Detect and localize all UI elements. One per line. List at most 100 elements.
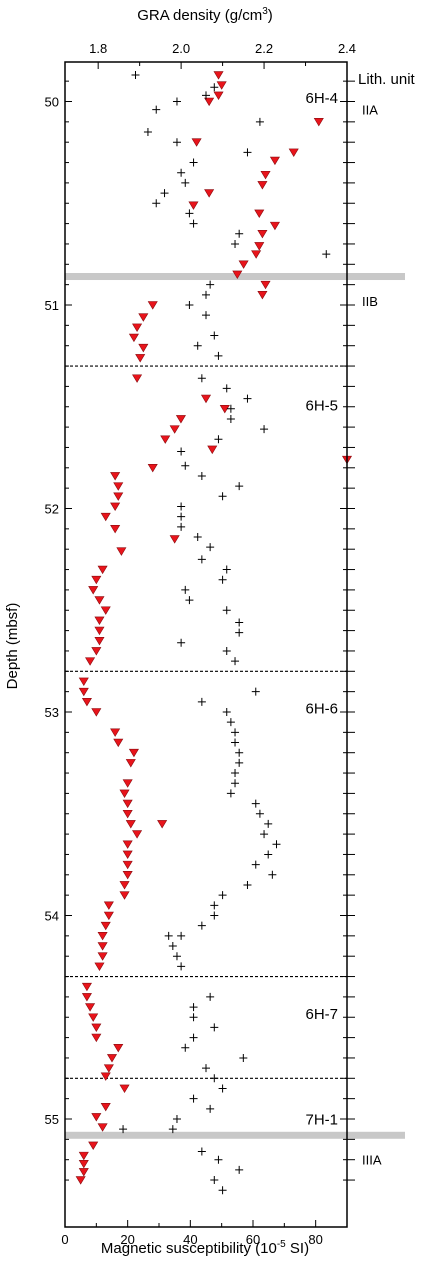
density-point xyxy=(202,1064,210,1073)
density-point xyxy=(226,414,235,423)
susceptibility-point xyxy=(138,343,149,353)
susceptibility-point xyxy=(88,1013,99,1022)
density-point xyxy=(177,962,186,971)
data-points xyxy=(75,71,353,1195)
lith-unit-label: IIB xyxy=(362,294,378,309)
susceptibility-point xyxy=(100,1102,111,1112)
density-point xyxy=(189,1094,198,1103)
density-point xyxy=(226,718,235,727)
lith-unit-header: Lith. unit xyxy=(358,71,416,88)
susceptibility-point xyxy=(110,472,121,481)
density-point xyxy=(202,290,210,299)
susceptibility-point xyxy=(125,759,136,768)
density-point xyxy=(222,384,231,393)
susceptibility-point xyxy=(147,301,158,310)
susceptibility-point xyxy=(116,547,127,556)
density-point xyxy=(172,1115,181,1123)
susceptibility-point xyxy=(119,1084,130,1094)
susceptibility-point xyxy=(97,932,108,941)
susceptibility-point xyxy=(160,435,171,444)
susceptibility-point xyxy=(251,250,262,259)
y-tick-label: 53 xyxy=(45,705,59,720)
density-point xyxy=(172,138,181,147)
density-point xyxy=(185,301,194,309)
density-point xyxy=(202,311,210,320)
susceptibility-point xyxy=(85,1003,96,1012)
susceptibility-point xyxy=(103,911,114,921)
density-point xyxy=(210,1074,219,1083)
susceptibility-point xyxy=(94,616,105,626)
susceptibility-point xyxy=(135,354,146,363)
susceptibility-point xyxy=(100,606,111,615)
density-point xyxy=(164,931,173,940)
susceptibility-point xyxy=(94,962,105,971)
susceptibility-point xyxy=(122,840,133,849)
susceptibility-point xyxy=(157,820,168,829)
susceptibility-point xyxy=(132,374,143,383)
susceptibility-point xyxy=(188,201,199,210)
density-point xyxy=(231,779,240,788)
x-tick-label-top: 2.0 xyxy=(172,41,190,56)
density-point xyxy=(231,738,240,747)
y-tick-label: 51 xyxy=(45,298,59,313)
density-point xyxy=(251,860,260,869)
density-point xyxy=(177,512,186,521)
density-point xyxy=(189,1003,198,1012)
susceptibility-point xyxy=(269,221,280,231)
susceptibility-point xyxy=(91,708,102,717)
density-point xyxy=(177,931,186,940)
susceptibility-point xyxy=(128,333,139,343)
lith-unit-label: IIIA xyxy=(362,1153,382,1168)
susceptibility-point xyxy=(97,565,108,575)
density-point xyxy=(193,341,202,350)
density-point xyxy=(189,219,198,228)
density-point xyxy=(206,992,215,1001)
y-tick-label: 52 xyxy=(45,502,59,517)
susceptibility-point xyxy=(313,118,324,127)
section-label: 7H-1 xyxy=(305,1112,338,1129)
density-point xyxy=(214,435,223,444)
density-point xyxy=(222,606,231,615)
density-point xyxy=(210,331,219,340)
density-point xyxy=(231,769,240,778)
density-point xyxy=(177,638,186,647)
density-point xyxy=(251,799,260,808)
x-tick-label-bottom: 60 xyxy=(246,1232,260,1247)
density-point xyxy=(235,229,244,238)
density-point xyxy=(260,830,269,839)
density-point xyxy=(235,758,244,767)
susceptibility-point xyxy=(113,738,124,748)
susceptibility-point xyxy=(81,993,92,1002)
density-point xyxy=(235,1165,244,1174)
density-point xyxy=(214,1155,223,1164)
susceptibility-point xyxy=(88,586,99,595)
susceptibility-point xyxy=(254,242,265,251)
susceptibility-point xyxy=(119,789,130,798)
susceptibility-point xyxy=(94,636,105,646)
density-point xyxy=(197,555,206,564)
susceptibility-point xyxy=(269,156,280,166)
susceptibility-point xyxy=(91,1113,102,1122)
density-point xyxy=(119,1125,128,1134)
density-point xyxy=(160,189,169,198)
density-point xyxy=(218,492,227,501)
density-point xyxy=(226,789,235,798)
density-point xyxy=(264,850,273,859)
density-point xyxy=(210,1023,219,1032)
density-point xyxy=(185,209,194,218)
section-boundaries xyxy=(65,365,347,1079)
susceptibility-point xyxy=(119,891,130,900)
susceptibility-point xyxy=(122,779,133,788)
x-tick-label-bottom: 40 xyxy=(183,1232,197,1247)
density-point xyxy=(222,565,231,574)
density-point xyxy=(189,1033,198,1042)
density-point xyxy=(197,1147,206,1156)
density-point xyxy=(231,239,240,248)
bottom-axis-title: Magnetic susceptibility (10-5 SI) xyxy=(101,1239,309,1257)
section-label: 6H-4 xyxy=(305,90,338,107)
susceptibility-point xyxy=(257,181,268,190)
susceptibility-point xyxy=(122,799,133,809)
density-point xyxy=(231,657,240,666)
susceptibility-point xyxy=(113,492,124,501)
